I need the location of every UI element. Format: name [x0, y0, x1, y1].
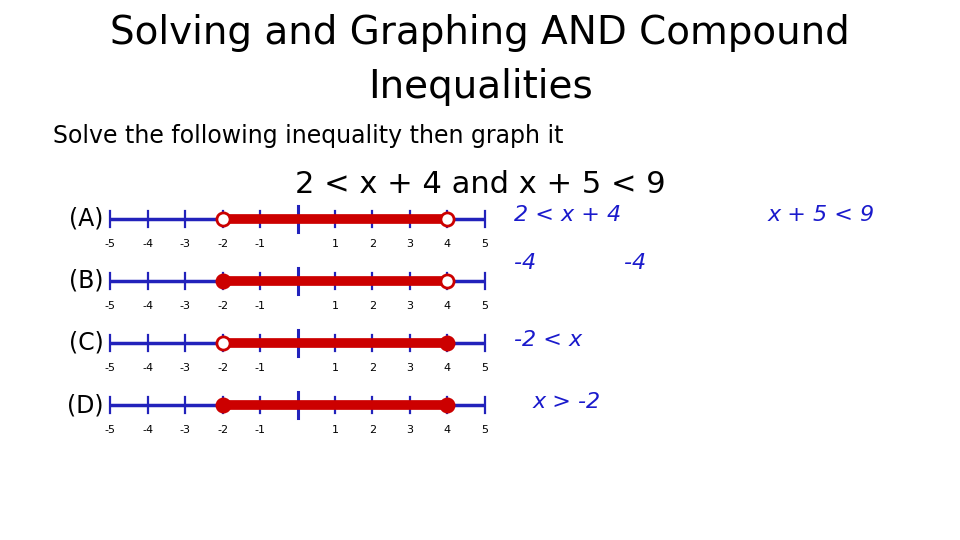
- Text: 3: 3: [406, 301, 414, 311]
- Text: -5: -5: [105, 363, 116, 373]
- Text: -2: -2: [217, 363, 228, 373]
- Text: 5: 5: [481, 425, 489, 435]
- Text: 4: 4: [444, 301, 451, 311]
- Point: [215, 339, 230, 347]
- Text: 3: 3: [406, 239, 414, 249]
- Text: -2: -2: [217, 425, 228, 435]
- Text: 1: 1: [331, 301, 339, 311]
- Text: 1: 1: [331, 425, 339, 435]
- Text: 5: 5: [481, 301, 489, 311]
- Text: -1: -1: [254, 239, 266, 249]
- Text: 5: 5: [481, 363, 489, 373]
- Text: -2: -2: [217, 239, 228, 249]
- Text: 1: 1: [331, 239, 339, 249]
- Point: [215, 276, 230, 285]
- Text: 4: 4: [444, 239, 451, 249]
- Text: 2: 2: [369, 425, 376, 435]
- Text: -3: -3: [180, 363, 191, 373]
- Point: [440, 214, 455, 223]
- Point: [215, 214, 230, 223]
- Text: -5: -5: [105, 425, 116, 435]
- Text: -3: -3: [180, 239, 191, 249]
- Text: Solving and Graphing AND Compound: Solving and Graphing AND Compound: [110, 14, 850, 51]
- Text: x + 5 < 9: x + 5 < 9: [768, 205, 876, 225]
- Text: (A): (A): [69, 207, 104, 231]
- Text: -1: -1: [254, 301, 266, 311]
- Text: 5: 5: [481, 239, 489, 249]
- Text: -1: -1: [254, 425, 266, 435]
- Text: Solve the following inequality then graph it: Solve the following inequality then grap…: [53, 124, 564, 148]
- Text: -5: -5: [105, 301, 116, 311]
- Text: 2: 2: [369, 301, 376, 311]
- Text: -3: -3: [180, 301, 191, 311]
- Text: -4: -4: [142, 239, 154, 249]
- Point: [440, 401, 455, 409]
- Text: 2 < x + 4 and x + 5 < 9: 2 < x + 4 and x + 5 < 9: [295, 170, 665, 199]
- Text: -4: -4: [142, 363, 154, 373]
- Text: 2: 2: [369, 239, 376, 249]
- Text: 3: 3: [406, 425, 414, 435]
- Text: -2: -2: [217, 301, 228, 311]
- Text: -4: -4: [142, 425, 154, 435]
- Text: (C): (C): [69, 331, 104, 355]
- Text: -5: -5: [105, 239, 116, 249]
- Text: -4: -4: [624, 253, 646, 273]
- Text: -2 < x: -2 < x: [514, 330, 582, 350]
- Point: [440, 339, 455, 347]
- Text: -4: -4: [142, 301, 154, 311]
- Point: [440, 276, 455, 285]
- Text: 3: 3: [406, 363, 414, 373]
- Text: -4: -4: [514, 253, 536, 273]
- Text: x > -2: x > -2: [533, 392, 601, 413]
- Text: -1: -1: [254, 363, 266, 373]
- Text: -3: -3: [180, 425, 191, 435]
- Text: (D): (D): [67, 393, 104, 417]
- Text: 1: 1: [331, 363, 339, 373]
- Point: [215, 401, 230, 409]
- Text: 2 < x + 4: 2 < x + 4: [514, 205, 621, 225]
- Text: 4: 4: [444, 363, 451, 373]
- Text: 2: 2: [369, 363, 376, 373]
- Text: (B): (B): [69, 269, 104, 293]
- Text: 4: 4: [444, 425, 451, 435]
- Text: Inequalities: Inequalities: [368, 68, 592, 105]
